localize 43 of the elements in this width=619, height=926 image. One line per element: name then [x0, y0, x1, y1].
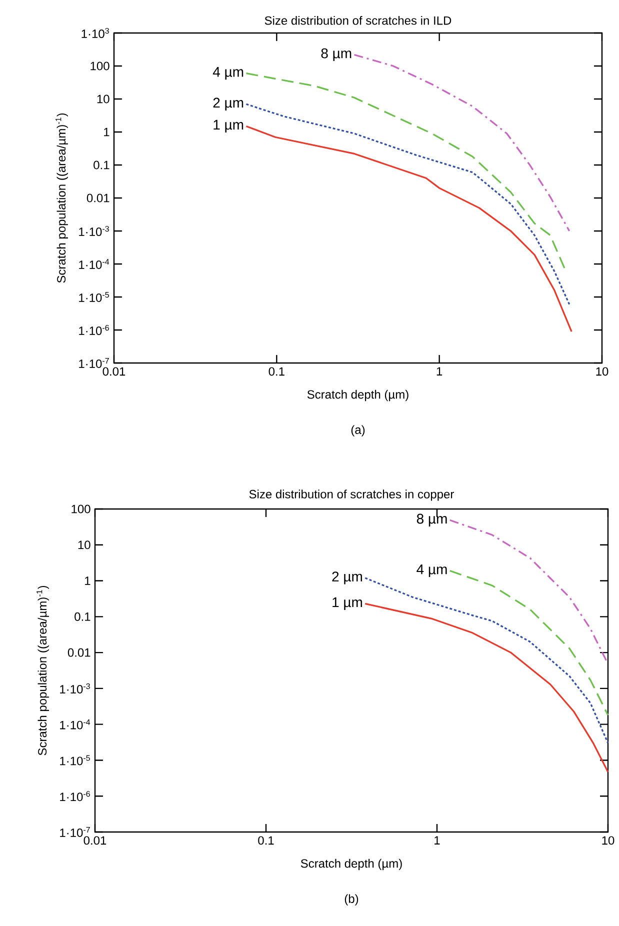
y-tick-label: 10 [78, 540, 90, 550]
y-axis-title: Scratch population ((area/µm)$^{-1}$) [56, 113, 68, 283]
x-axis-title: Scratch depth (µm) [308, 390, 409, 402]
y-tick-label: 1·10$^{-5}$ [79, 292, 110, 302]
y-tick-label: 1·10$^{-3}$ [60, 683, 90, 694]
y-tick-label: 0.1 [94, 160, 110, 170]
y-tick-label: 1·10$^{-6}$ [60, 791, 90, 802]
series-label: 1 µm [214, 120, 244, 132]
y-tick-label: 1 [85, 576, 90, 585]
x-tick-label: 1 [434, 836, 440, 844]
y-axis-title: Scratch population ((area/µm)$^{-1}$) [36, 586, 50, 756]
y-tick-label: 0.01 [87, 194, 110, 202]
series-label: 4 µm [416, 564, 447, 578]
series-label: 4 µm [213, 67, 244, 80]
series-label: 2 µm [213, 98, 244, 110]
y-tick-label: 1·10$^{-4}$ [79, 259, 110, 269]
series-label: 8 µm [417, 514, 447, 526]
y-tick-label: 1·10$^{-7}$ [60, 827, 90, 837]
y-tick-label: 100 [72, 504, 90, 514]
series-label: 8 µm [321, 48, 352, 62]
y-tick-label: 1·10$^{-4}$ [60, 719, 90, 730]
y-tick-label: 1·10$^{-5}$ [60, 755, 90, 766]
y-tick-label: 1·10$^{-7}$ [79, 358, 110, 368]
text: (b) [345, 894, 358, 906]
chart-title: Size distribution of scratches in ILD [265, 16, 452, 25]
x-tick-label: 0.1 [258, 836, 274, 845]
chart-title: Size distribution of scratches in copper [249, 490, 454, 501]
y-tick-label: 1·10$^{-3}$ [79, 226, 110, 236]
text: (a) [352, 425, 365, 436]
y-tick-label: 1·10$^{3}$ [82, 28, 110, 38]
series-label: 2 µm [332, 572, 362, 584]
series-label: 1 µm [332, 597, 362, 610]
y-tick-label: 10 [98, 94, 110, 104]
x-axis-title: Scratch depth (µm) [301, 858, 402, 870]
y-tick-label: 0.1 [74, 612, 90, 621]
x-tick-label: 10 [596, 367, 608, 376]
x-tick-label: 0.1 [268, 367, 285, 376]
y-tick-label: 100 [90, 62, 110, 70]
y-tick-label: 1·10$^{-6}$ [79, 324, 110, 336]
x-tick-label: 10 [602, 836, 614, 845]
y-tick-label: 1 [104, 128, 110, 136]
x-tick-label: 1 [437, 367, 442, 376]
y-tick-label: 0.01 [68, 648, 90, 657]
